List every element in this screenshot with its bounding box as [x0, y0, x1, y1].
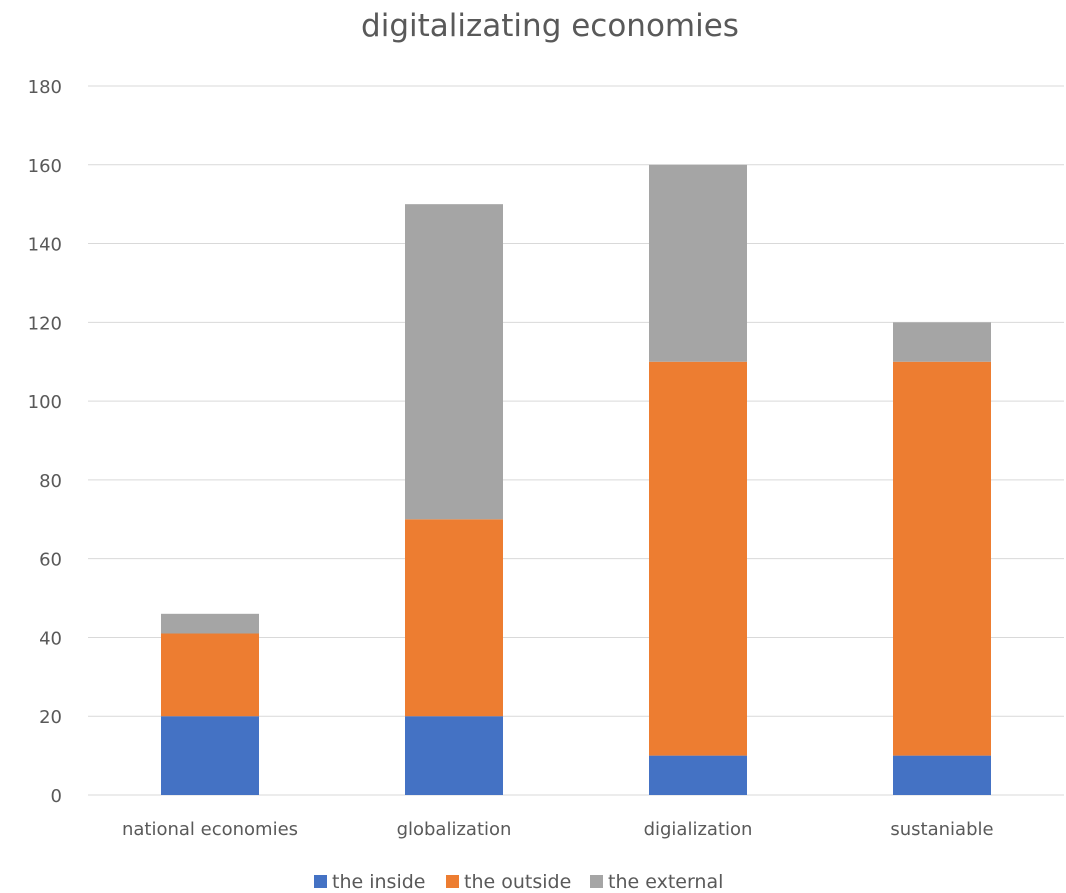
- y-tick-label: 20: [39, 707, 62, 728]
- legend: the inside the outside the external: [314, 871, 723, 893]
- legend-swatch: [314, 875, 327, 888]
- bar-segment: [161, 716, 259, 795]
- y-tick-label: 120: [28, 313, 62, 334]
- bar-segment: [649, 164, 747, 362]
- bars: [161, 164, 991, 795]
- bar-segment: [161, 633, 259, 717]
- y-tick-label: 100: [28, 392, 62, 413]
- x-tick-label: national economies: [122, 819, 298, 840]
- x-tick-label: digialization: [644, 819, 753, 840]
- y-axis-ticks: 0 20 40 60 80 100 120 140 160 180: [28, 77, 62, 807]
- bar-segment: [405, 204, 503, 520]
- legend-swatch: [446, 875, 459, 888]
- y-tick-label: 160: [28, 156, 62, 177]
- legend-label: the external: [608, 871, 723, 893]
- x-tick-label: globalization: [397, 819, 512, 840]
- x-axis-labels: national economies globalization digializa…: [122, 819, 994, 840]
- y-tick-label: 140: [28, 235, 62, 256]
- bar-segment: [161, 613, 259, 634]
- y-tick-label: 40: [39, 628, 62, 649]
- bar-segment: [649, 755, 747, 795]
- chart-title: digitalizating economies: [361, 8, 739, 44]
- bar-segment: [405, 519, 503, 717]
- bar-segment: [893, 361, 991, 756]
- bar-segment: [893, 755, 991, 795]
- bar-segment: [405, 716, 503, 795]
- x-tick-label: sustaniable: [890, 819, 993, 840]
- legend-label: the inside: [332, 871, 425, 893]
- bar-segment: [893, 322, 991, 362]
- y-tick-label: 0: [51, 786, 62, 807]
- y-tick-label: 60: [39, 550, 62, 571]
- y-tick-label: 80: [39, 471, 62, 492]
- legend-label: the outside: [464, 871, 571, 893]
- y-tick-label: 180: [28, 77, 62, 98]
- legend-swatch: [590, 875, 603, 888]
- bar-segment: [649, 361, 747, 756]
